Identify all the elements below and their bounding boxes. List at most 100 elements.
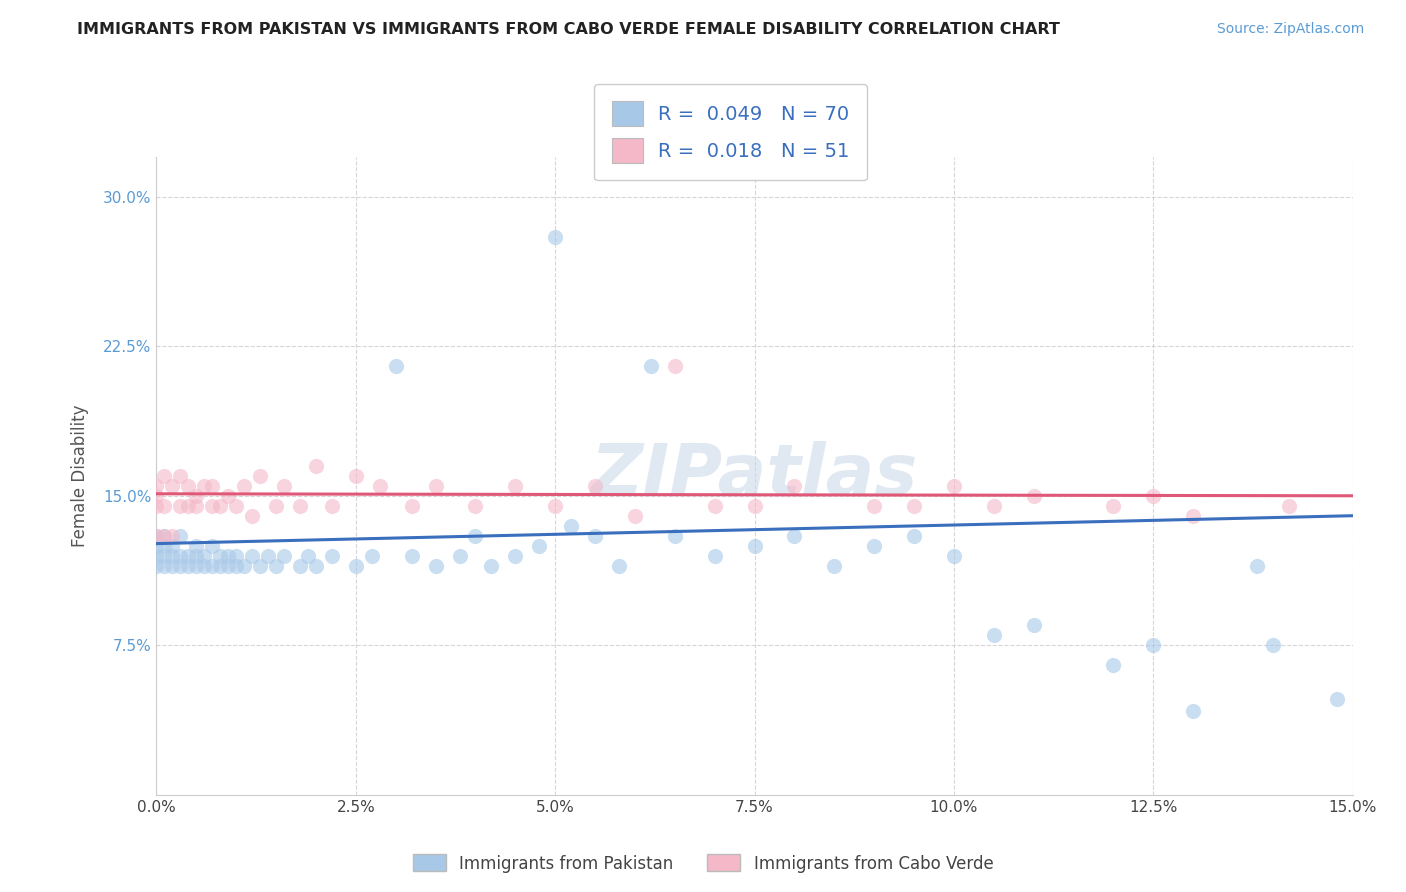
Point xyxy=(186,558,208,573)
Point xyxy=(257,549,280,563)
Point xyxy=(783,528,806,542)
Point xyxy=(217,489,239,503)
Point xyxy=(177,549,200,563)
Point xyxy=(664,359,686,374)
Point xyxy=(943,549,966,563)
Point xyxy=(193,558,215,573)
Point xyxy=(177,479,200,493)
Point xyxy=(583,479,606,493)
Point xyxy=(153,468,176,483)
Point xyxy=(153,558,176,573)
Point xyxy=(344,468,367,483)
Point xyxy=(193,549,215,563)
Point xyxy=(169,558,191,573)
Point xyxy=(983,499,1005,513)
Point xyxy=(201,558,224,573)
Point xyxy=(360,549,382,563)
Point xyxy=(783,479,806,493)
Point xyxy=(449,549,471,563)
Point xyxy=(162,539,184,553)
Point xyxy=(249,558,271,573)
Point xyxy=(273,549,295,563)
Point xyxy=(193,479,215,493)
Point xyxy=(464,528,486,542)
Point xyxy=(145,539,167,553)
Text: IMMIGRANTS FROM PAKISTAN VS IMMIGRANTS FROM CABO VERDE FEMALE DISABILITY CORRELA: IMMIGRANTS FROM PAKISTAN VS IMMIGRANTS F… xyxy=(77,22,1060,37)
Point xyxy=(703,499,725,513)
Point xyxy=(425,479,447,493)
Point xyxy=(863,499,886,513)
Point xyxy=(943,479,966,493)
Point xyxy=(344,558,367,573)
Text: Source: ZipAtlas.com: Source: ZipAtlas.com xyxy=(1216,22,1364,37)
Point xyxy=(145,549,167,563)
Point xyxy=(162,479,184,493)
Point xyxy=(903,499,925,513)
Point xyxy=(201,539,224,553)
Point xyxy=(225,499,247,513)
Point xyxy=(744,539,766,553)
Point xyxy=(863,539,886,553)
Point xyxy=(186,549,208,563)
Point xyxy=(273,479,295,493)
Point xyxy=(233,558,256,573)
Point xyxy=(1261,638,1284,652)
Point xyxy=(1142,638,1164,652)
Point xyxy=(217,558,239,573)
Point xyxy=(145,489,167,503)
Point xyxy=(209,499,232,513)
Point xyxy=(664,528,686,542)
Point xyxy=(1182,508,1205,523)
Point xyxy=(186,499,208,513)
Point xyxy=(162,528,184,542)
Point xyxy=(145,558,167,573)
Point xyxy=(201,479,224,493)
Point xyxy=(240,508,263,523)
Point xyxy=(145,479,167,493)
Point xyxy=(233,479,256,493)
Point xyxy=(169,468,191,483)
Point xyxy=(240,549,263,563)
Point xyxy=(305,458,328,473)
Point xyxy=(1102,499,1125,513)
Point xyxy=(162,549,184,563)
Point xyxy=(1278,499,1301,513)
Legend: R =  0.049   N = 70, R =  0.018   N = 51: R = 0.049 N = 70, R = 0.018 N = 51 xyxy=(595,84,868,180)
Point xyxy=(368,479,391,493)
Y-axis label: Female Disability: Female Disability xyxy=(72,405,89,547)
Point xyxy=(169,528,191,542)
Point xyxy=(264,558,287,573)
Point xyxy=(297,549,319,563)
Point xyxy=(169,549,191,563)
Point xyxy=(640,359,662,374)
Point xyxy=(607,558,630,573)
Point xyxy=(225,558,247,573)
Point xyxy=(153,528,176,542)
Point xyxy=(903,528,925,542)
Point xyxy=(169,499,191,513)
Point xyxy=(321,549,343,563)
Point xyxy=(186,489,208,503)
Point xyxy=(744,499,766,513)
Point xyxy=(1102,658,1125,673)
Point xyxy=(1022,489,1045,503)
Point xyxy=(145,528,167,542)
Point xyxy=(288,558,311,573)
Point xyxy=(217,549,239,563)
Point xyxy=(177,558,200,573)
Point xyxy=(153,539,176,553)
Point xyxy=(177,499,200,513)
Point xyxy=(209,558,232,573)
Point xyxy=(823,558,845,573)
Point xyxy=(703,549,725,563)
Point xyxy=(401,549,423,563)
Point xyxy=(305,558,328,573)
Point xyxy=(529,539,551,553)
Text: ZIPatlas: ZIPatlas xyxy=(591,442,918,510)
Point xyxy=(321,499,343,513)
Point xyxy=(560,518,582,533)
Point xyxy=(464,499,486,513)
Point xyxy=(983,628,1005,642)
Point xyxy=(145,528,167,542)
Point xyxy=(153,528,176,542)
